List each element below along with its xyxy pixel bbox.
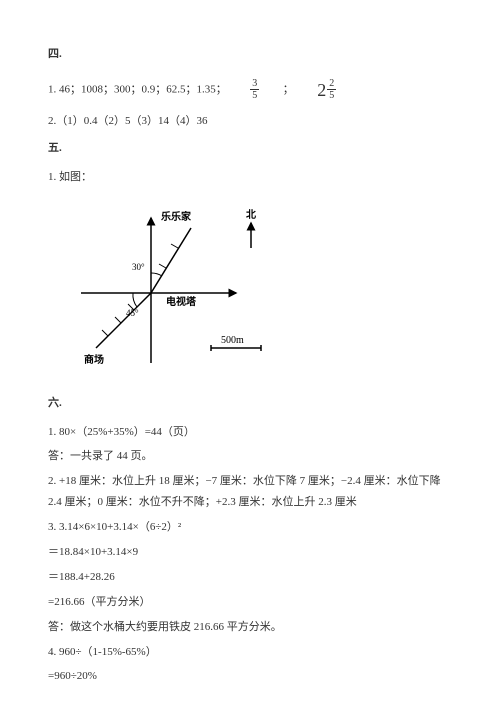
s4-l1-prefix: 1. 46；1008；300；0.9；62.5；1.35； <box>48 84 227 96</box>
s6-line: =960÷20% <box>48 666 452 687</box>
s6-line: ＝188.4+28.26 <box>48 567 452 588</box>
arc-45 <box>133 293 137 307</box>
line-shop <box>96 293 151 348</box>
tick <box>102 330 108 336</box>
frac-num: 2 <box>327 78 336 90</box>
mixed-number-whole: 2 <box>317 80 326 100</box>
frac-num: 3 <box>250 78 259 90</box>
s6-line: 4. 960÷（1-15%-65%） <box>48 642 452 663</box>
label-home: 乐乐家 <box>161 210 192 223</box>
s6-line: 答：做这个水桶大约要用铁皮 216.66 平方分米。 <box>48 617 452 638</box>
tick <box>115 317 121 323</box>
section-4-line-2: 2.（1）0.4（2）5（3）14（4）36 <box>48 111 452 132</box>
arc-30 <box>151 273 162 276</box>
frac-den: 5 <box>327 90 336 101</box>
label-shop: 商场 <box>84 353 104 366</box>
fraction-2-5: 2 5 <box>327 78 336 101</box>
separator: ； <box>283 84 294 96</box>
s6-line: ＝18.84×10+3.14×9 <box>48 542 452 563</box>
direction-diagram: 乐乐家 北 电视塔 商场 500m 30° 45° <box>66 198 296 373</box>
s6-line: 答：一共录了 44 页。 <box>48 446 452 467</box>
label-angle-30: 30° <box>132 262 145 272</box>
s6-line: 1. 80×（25%+35%）=44（页） <box>48 422 452 443</box>
section-6-title: 六. <box>48 393 452 414</box>
section-5-line-1: 1. 如图： <box>48 167 452 188</box>
section-5-title: 五. <box>48 138 452 159</box>
label-scale: 500m <box>221 335 244 346</box>
fraction-3-5: 3 5 <box>250 78 259 101</box>
tick <box>171 244 178 248</box>
frac-den: 5 <box>250 90 259 101</box>
label-angle-45: 45° <box>126 308 139 318</box>
s6-line: =216.66（平方分米） <box>48 592 452 613</box>
section-4-title: 四. <box>48 44 452 65</box>
s6-line: 2. +18 厘米：水位上升 18 厘米；−7 厘米：水位下降 7 厘米；−2.… <box>48 471 452 513</box>
s6-line: 3. 3.14×6×10+3.14×（6÷2）² <box>48 517 452 538</box>
tick <box>159 264 166 268</box>
label-tower: 电视塔 <box>166 295 197 308</box>
diagram-container: 乐乐家 北 电视塔 商场 500m 30° 45° <box>66 198 452 381</box>
section-4-line-1: 1. 46；1008；300；0.9；62.5；1.35； 3 5 ； 2 2 … <box>48 73 452 107</box>
label-north: 北 <box>246 208 256 221</box>
line-home <box>151 228 191 293</box>
